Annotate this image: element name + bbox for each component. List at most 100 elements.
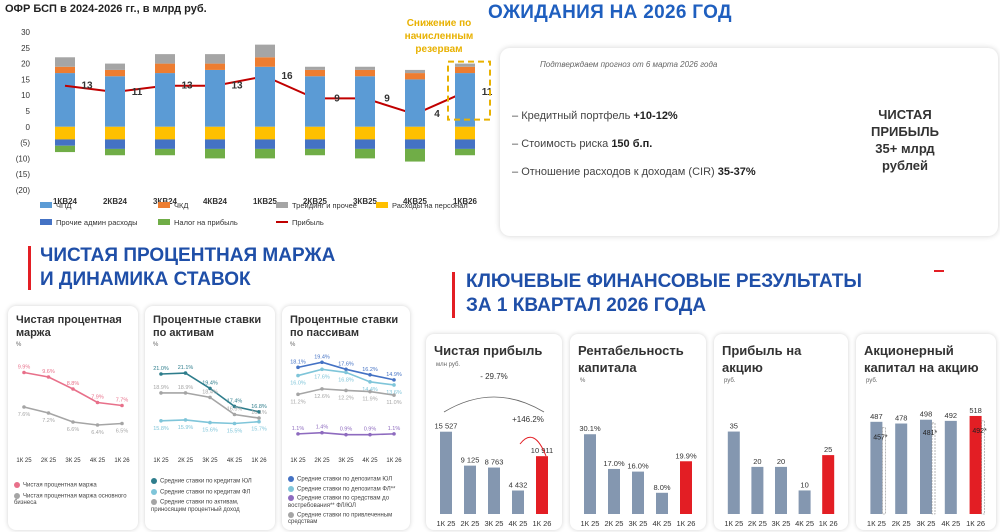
- data-label: 19.9%: [675, 451, 697, 460]
- expectation-item: – Отношение расходов к доходам (CIR) 35-…: [512, 166, 756, 178]
- legend-dot: [151, 488, 157, 495]
- series-point: [368, 372, 372, 377]
- series-point: [257, 419, 261, 424]
- legend-dot: [288, 495, 294, 502]
- bar: [488, 467, 500, 514]
- x-tick-label: 3К 25: [65, 458, 81, 464]
- card-title: Процентные ставки по активам: [153, 314, 262, 339]
- stacked-chart-title: ОФР БСП в 2024-2026 гг., в млрд руб.: [5, 3, 207, 15]
- forecast-line: ЧИСТАЯ: [878, 107, 932, 122]
- x-tick-label: 1К 25: [581, 519, 600, 528]
- legend-label: Средние ставки по средствам до востребов…: [288, 495, 390, 509]
- data-label: 30.1%: [579, 424, 601, 433]
- book-value-card: Акционерный капитал на акцию руб. 487 1К …: [856, 334, 996, 530]
- legend-label: Прибыль: [292, 218, 324, 227]
- roe-card: Рентабельность капитала % 30.1% 1К 25 17.0…: [570, 334, 706, 530]
- x-tick-label: 2К 25: [892, 519, 911, 528]
- liability-rates-card: Процентные ставки по пассивам % 1К 25 2К …: [282, 306, 410, 530]
- series-point: [320, 430, 324, 435]
- x-tick-label: 4К 25: [509, 519, 528, 528]
- stack-segment: [205, 63, 225, 70]
- y-tick-label: (5): [20, 139, 30, 148]
- y-tick-label: 0: [26, 123, 31, 132]
- legend-item: Чистая процентная маржа: [14, 482, 134, 490]
- stack-segment: [155, 73, 175, 127]
- series-point: [320, 360, 324, 365]
- stack-segment: [155, 139, 175, 149]
- x-tick-label: 4К 25: [90, 458, 106, 464]
- bar: [751, 466, 764, 514]
- stack-segment: [55, 66, 75, 74]
- data-label: 12.2%: [338, 395, 354, 401]
- x-tick-label: 4К 25: [941, 519, 960, 528]
- chart-legend: Средние ставки по депозитам ЮЛ Средние с…: [288, 476, 406, 526]
- profit-label: 13: [231, 81, 243, 92]
- stack-segment: [455, 73, 475, 127]
- legend-item: Средние ставки по привлеченным средствам: [288, 511, 406, 527]
- bar: [632, 471, 644, 514]
- profit-label: 9: [384, 93, 390, 104]
- legend-item: Средние ставки по депозитам ФЛ**: [288, 485, 406, 494]
- secondary-label: 481*: [923, 430, 938, 437]
- series-point: [368, 380, 372, 384]
- profit-label: 4: [434, 109, 440, 120]
- data-label: 0.9%: [364, 427, 377, 433]
- section-accent-bar: [28, 246, 31, 290]
- legend-label: Средние ставки по активам, приносящим пр…: [151, 499, 240, 513]
- asset-rates-chart: 1К 25 2К 25 3К 25 4К 25 1К 26 21.0% 21.1% 19.4%…: [153, 365, 267, 464]
- x-tick-label: 2КВ24: [103, 197, 128, 206]
- legend-item: Средние ставки по кредитам ЮЛ: [151, 478, 271, 486]
- profit-label: 13: [181, 81, 193, 92]
- bar: [608, 468, 620, 514]
- stack-segment: [405, 148, 425, 162]
- change-arrow: [519, 436, 547, 457]
- series-point: [296, 365, 300, 370]
- data-label: 1.1%: [388, 426, 401, 432]
- legend-swatch: [40, 202, 52, 208]
- data-label: 11.2%: [290, 399, 305, 405]
- x-tick-label: 1К 26: [533, 519, 552, 528]
- data-label: 9.9%: [18, 365, 31, 371]
- data-label: 10 911: [531, 446, 553, 455]
- data-label: 8 763: [485, 458, 504, 467]
- x-tick-label: 1К 25: [153, 458, 169, 464]
- legend-swatch: [158, 219, 170, 225]
- title-line: КЛЮЧЕВЫЕ ФИНАНСОВЫЕ РЕЗУЛЬТАТЫ: [466, 271, 862, 292]
- expectation-item: – Стоимость риска 150 б.п.: [512, 138, 653, 150]
- stack-segment: [205, 148, 225, 159]
- y-tick-label: 30: [21, 28, 30, 37]
- stack-segment: [405, 79, 425, 127]
- x-tick-label: 2К 25: [314, 458, 330, 464]
- series-point: [95, 423, 100, 427]
- forecast-line: рублей: [881, 158, 928, 173]
- x-tick-label: 4К 25: [795, 519, 814, 528]
- bar: [798, 490, 811, 514]
- legend-item: Чистая процентная маржа основного бизнес…: [14, 492, 134, 508]
- expectations-card: Подтверждаем прогноз от 6 марта 2026 год…: [500, 48, 998, 236]
- card-title: Чистая процентная маржа: [16, 314, 122, 339]
- data-label: 11.9%: [362, 397, 377, 403]
- x-tick-label: 2К 25: [461, 519, 480, 528]
- card-unit: руб.: [866, 378, 878, 384]
- data-label: 16.0%: [290, 381, 306, 387]
- legend-label: ЧПД: [56, 201, 71, 210]
- x-tick-label: 1К 25: [290, 458, 306, 464]
- stack-segment: [255, 66, 275, 127]
- data-label: 15 527: [435, 422, 458, 431]
- card-unit: млн руб.: [436, 362, 461, 368]
- stack-segment: [105, 139, 125, 149]
- expectations-title: ОЖИДАНИЯ НА 2026 ГОД: [488, 2, 732, 23]
- results-section-title: КЛЮЧЕВЫЕ ФИНАНСОВЫЕ РЕЗУЛЬТАТЫ ЗА 1 КВАР…: [466, 270, 862, 318]
- stack-segment: [455, 66, 475, 74]
- annotation-line: начисленным: [404, 31, 474, 42]
- x-tick-label: 1КВ24: [53, 197, 78, 206]
- net-profit-bar-chart: 15 527 1К 25 9 125 2К 25 8 763 3К 25 4 432 4К 2…: [435, 372, 554, 528]
- x-tick-label: 4К 25: [653, 519, 672, 528]
- stack-segment: [305, 139, 325, 149]
- bar: [656, 492, 668, 514]
- nim-line-chart: 1К 25 2К 25 3К 25 4К 25 1К 26 9.9% 9.6% 8.8% 7.9…: [16, 365, 130, 465]
- series-point: [296, 373, 300, 378]
- series-point: [46, 375, 51, 379]
- data-label: 492: [945, 411, 958, 420]
- stack-segment: [255, 44, 275, 58]
